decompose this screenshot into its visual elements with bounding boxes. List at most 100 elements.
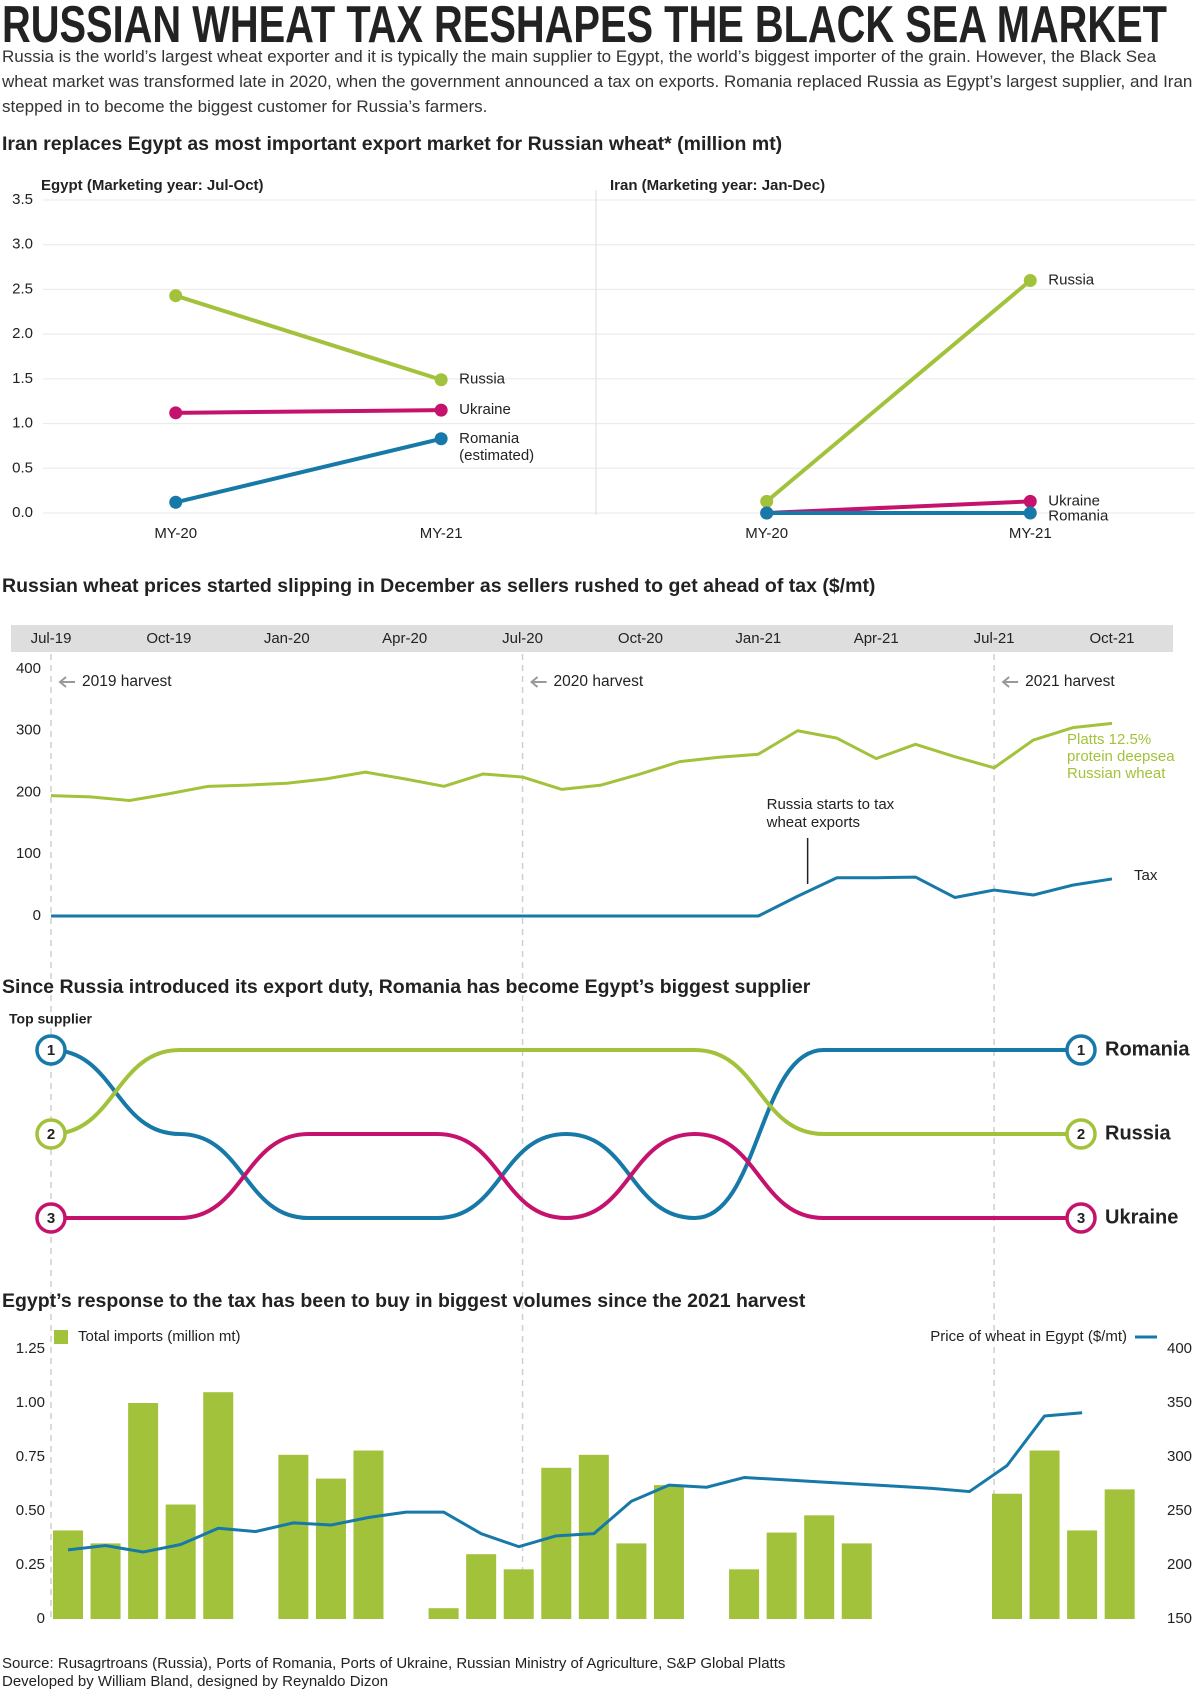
series-label: Ukraine (1105, 1206, 1178, 1228)
bar (653, 1485, 684, 1619)
point (169, 495, 183, 509)
bar (203, 1392, 234, 1619)
y-tick-label: 100 (16, 845, 41, 862)
bar (503, 1569, 534, 1619)
rank-marker (1065, 1202, 1097, 1234)
x-tick-label: Oct-19 (146, 630, 191, 647)
rank-marker (35, 1118, 67, 1150)
x-tick-label: Apr-20 (382, 630, 427, 647)
series-label: Platts 12.5% protein deepsea Russian whe… (1067, 731, 1175, 783)
legend-label: Total imports (million mt) (78, 1328, 241, 1345)
rank-label: 2 (47, 1126, 55, 1143)
y-tick-label: 0.0 (12, 504, 33, 521)
bar (53, 1530, 83, 1619)
y-tick-label: 0 (33, 907, 41, 924)
y-tick-label: 2.0 (12, 325, 33, 342)
harvest-label: 2021 harvest (1025, 673, 1115, 690)
bar (1029, 1450, 1060, 1619)
x-axis-band (11, 625, 1173, 652)
point (434, 373, 448, 387)
series-line (51, 875, 1113, 918)
y-tick-label: 400 (16, 660, 41, 677)
y-tick-label: 0.75 (16, 1448, 45, 1465)
bar (278, 1454, 309, 1619)
panel-subtitle: Egypt (Marketing year: Jul-Oct) (41, 177, 264, 194)
bar (1104, 1489, 1135, 1619)
series-label: Ukraine (459, 401, 511, 418)
point (169, 406, 183, 420)
series-label: Ukraine (1048, 492, 1100, 509)
series-label: Russia (1105, 1122, 1171, 1144)
panel-subtitle: Iran (Marketing year: Jan-Dec) (610, 177, 825, 194)
rank-marker (1065, 1118, 1097, 1150)
credit: Developed by William Bland, designed by … (2, 1673, 388, 1690)
series-line (175, 293, 442, 382)
y-tick-label: 1.25 (16, 1340, 45, 1357)
rank-marker (35, 1202, 67, 1234)
bar (804, 1515, 835, 1619)
bar (578, 1454, 609, 1619)
y2-tick-label: 250 (1167, 1502, 1192, 1519)
series-line (765, 278, 1032, 503)
series-line (175, 436, 442, 505)
y-tick-label: 0 (37, 1610, 45, 1627)
bar (541, 1467, 572, 1619)
rank-label: 3 (1077, 1210, 1085, 1227)
bar (992, 1493, 1022, 1619)
rank-line (50, 1131, 1081, 1221)
rank-label: 2 (1077, 1126, 1085, 1143)
rank-marker (1065, 1034, 1097, 1066)
point (434, 403, 448, 417)
series-label: Romania (estimated) (459, 430, 534, 464)
y-tick-label: 0.5 (12, 459, 33, 476)
point (760, 506, 774, 520)
y-tick-label: 200 (16, 783, 41, 800)
harvest-arrow (1001, 676, 1019, 688)
series-label: Romania (1105, 1038, 1190, 1060)
bar (616, 1543, 647, 1619)
point (1023, 273, 1037, 287)
y2-tick-label: 200 (1167, 1556, 1192, 1573)
chart-title: Iran replaces Egypt as most important ex… (2, 133, 782, 155)
series-label: Romania (1048, 507, 1109, 524)
x-tick-label: MY-20 (154, 525, 197, 542)
y2-tick-label: 300 (1167, 1448, 1192, 1465)
bar (353, 1450, 384, 1619)
y2-tick-label: 150 (1167, 1610, 1192, 1627)
rank-marker (35, 1034, 67, 1066)
point (760, 494, 774, 508)
y-tick-label: 1.0 (12, 415, 33, 432)
harvest-label: 2020 harvest (554, 673, 644, 690)
bar (428, 1608, 459, 1619)
legend-label: Price of wheat in Egypt ($/mt) (930, 1328, 1127, 1345)
legend-swatch (54, 1330, 68, 1344)
x-tick-label: Jan-20 (264, 630, 310, 647)
chart-title: Russian wheat prices started slipping in… (2, 575, 875, 597)
y2-tick-label: 400 (1167, 1340, 1192, 1357)
point (1023, 506, 1037, 520)
bar (1067, 1530, 1098, 1619)
bar (841, 1543, 872, 1619)
x-tick-label: MY-20 (745, 525, 788, 542)
x-tick-label: Jan-21 (735, 630, 781, 647)
x-tick-label: Jul-19 (31, 630, 72, 647)
y-tick-label: 3.5 (12, 191, 33, 208)
y-tick-label: 0.50 (16, 1502, 45, 1519)
y-tick-label: 1.5 (12, 370, 33, 387)
x-tick-label: MY-21 (420, 525, 463, 542)
point (1023, 494, 1037, 508)
harvest-arrow (58, 676, 75, 688)
point (434, 432, 448, 446)
rank-line (50, 1047, 1081, 1137)
harvest-label: 2019 harvest (82, 673, 172, 690)
point (169, 289, 183, 303)
x-tick-label: MY-21 (1009, 525, 1052, 542)
y-tick-label: 3.0 (12, 236, 33, 253)
x-tick-label: Oct-21 (1089, 630, 1134, 647)
series-label: Tax (1134, 867, 1158, 884)
x-tick-label: Oct-20 (618, 630, 663, 647)
bar (128, 1403, 159, 1619)
bar (165, 1504, 196, 1619)
y-tick-label: 2.5 (12, 280, 33, 297)
